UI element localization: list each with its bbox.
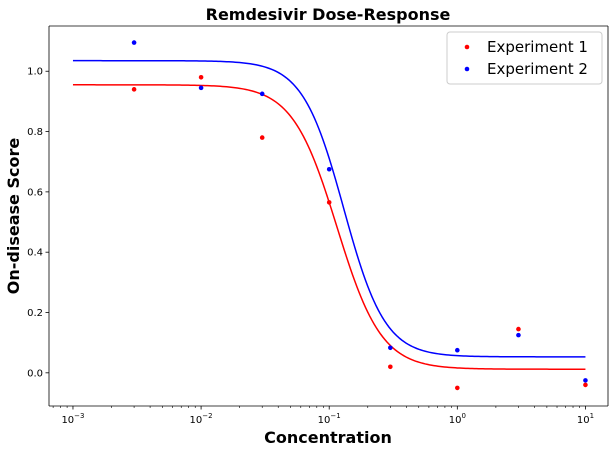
x-tick-label-4: 100	[449, 412, 466, 426]
y-tick-label-3: 0.4	[27, 248, 43, 259]
point-series-2-6	[455, 347, 460, 353]
point-series-2-2	[198, 85, 204, 91]
point-series-1-3	[259, 135, 265, 140]
x-tick-label-2: 10−2	[190, 412, 213, 426]
axes	[48, 25, 609, 407]
point-series-2-5	[388, 345, 393, 351]
point-series-2-4	[326, 166, 332, 172]
point-series-1-8	[583, 382, 588, 388]
data-points	[131, 40, 588, 391]
legend-marker-series-1	[464, 44, 470, 50]
point-series-1-6	[455, 385, 460, 391]
y-tick-label-5: 0.8	[27, 127, 43, 138]
y-tick-label-4: 0.6	[27, 187, 43, 198]
point-series-1-2	[198, 74, 204, 80]
ticks: 10−3 10−2 10−1 100 101 0.0 0.2 0.4 0.6 0.8 1.0	[27, 67, 594, 426]
chart-title: Remdesivir Dose-Response	[206, 5, 451, 24]
legend-box	[446, 31, 603, 85]
y-axis-label: On-disease Score	[4, 138, 23, 295]
point-series-1-1	[131, 87, 137, 92]
legend-label-series-2: Experiment 2	[487, 60, 588, 78]
x-tick-label-1: 10−3	[61, 412, 84, 426]
point-series-2-1	[131, 40, 137, 45]
plot-area	[49, 26, 608, 406]
x-axis-label: Concentration	[264, 428, 392, 447]
fit-curve-series-2	[72, 59, 586, 358]
legend-label-series-1: Experiment 1	[487, 38, 588, 56]
point-series-1-5	[388, 364, 393, 370]
y-tick-label-6: 1.0	[27, 67, 43, 78]
y-tick-label-2: 0.2	[27, 308, 43, 319]
x-tick-label-3: 10−1	[318, 412, 341, 426]
point-series-1-4	[326, 200, 332, 205]
point-series-1-7	[516, 326, 521, 332]
point-series-2-7	[516, 332, 521, 338]
point-series-2-3	[259, 91, 265, 97]
y-tick-label-1: 0.0	[27, 368, 43, 379]
x-tick-label-5: 101	[577, 412, 594, 426]
legend: Experiment 1 Experiment 2	[446, 31, 603, 85]
point-series-2-8	[583, 378, 588, 383]
legend-marker-series-2	[464, 66, 470, 72]
